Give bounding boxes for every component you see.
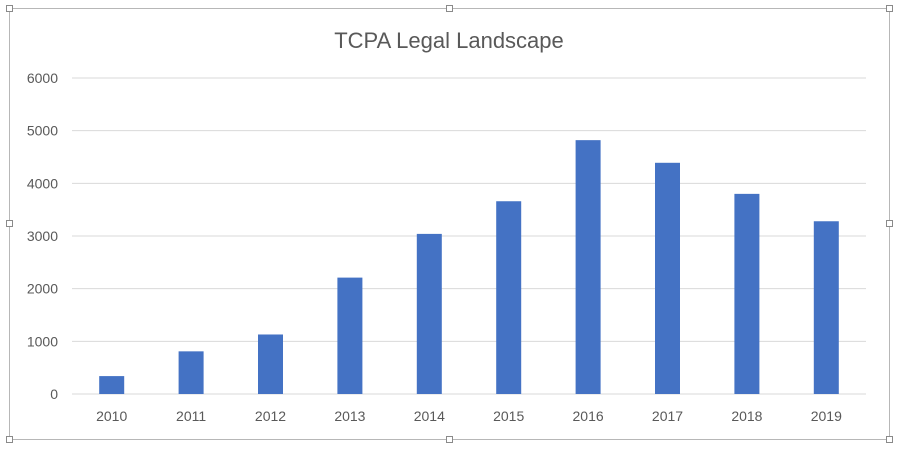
bar-2015[interactable]	[496, 201, 522, 394]
resize-handle-middle-left[interactable]	[6, 220, 13, 227]
resize-handle-bottom-left[interactable]	[6, 436, 13, 443]
y-tick-label: 1000	[27, 333, 58, 349]
resize-handle-top-middle[interactable]	[446, 5, 453, 12]
gridlines	[72, 77, 866, 395]
chart-title: TCPA Legal Landscape	[334, 28, 564, 53]
bar-2012[interactable]	[258, 334, 283, 394]
bar-2010[interactable]	[99, 376, 125, 394]
x-tick-label: 2010	[96, 408, 127, 424]
bar-2018[interactable]	[734, 193, 760, 394]
x-tick-label: 2012	[255, 408, 286, 424]
x-tick-label: 2011	[176, 408, 206, 424]
bar-2013[interactable]	[337, 277, 363, 394]
x-tick-label: 2014	[414, 408, 445, 424]
x-tick-label: 2015	[493, 408, 524, 424]
y-tick-label: 2000	[27, 281, 58, 297]
y-tick-label: 3000	[27, 228, 58, 244]
bar-2011[interactable]	[178, 351, 204, 394]
bar-2019[interactable]	[813, 221, 839, 394]
resize-handle-top-left[interactable]	[6, 5, 13, 12]
x-tick-label: 2017	[652, 408, 683, 424]
resize-handle-bottom-right[interactable]	[886, 436, 893, 443]
x-tick-label: 2018	[731, 408, 762, 424]
x-tick-label: 2019	[811, 408, 842, 424]
bars	[99, 140, 839, 394]
y-tick-label: 6000	[27, 70, 58, 86]
x-tick-label: 2013	[334, 408, 365, 424]
bar-2017[interactable]	[655, 162, 680, 394]
y-axis-ticks: 0 1000 2000 3000 4000 5000 6000	[27, 70, 58, 402]
y-tick-label: 0	[50, 386, 58, 402]
resize-handle-top-right[interactable]	[886, 5, 893, 12]
y-tick-label: 5000	[27, 123, 58, 139]
bar-2016[interactable]	[575, 140, 601, 394]
y-tick-label: 4000	[27, 175, 58, 191]
resize-handle-bottom-middle[interactable]	[446, 436, 453, 443]
x-tick-label: 2016	[573, 408, 604, 424]
resize-handle-middle-right[interactable]	[886, 220, 893, 227]
bar-2014[interactable]	[416, 233, 442, 394]
x-axis-ticks: 2010 2011 2012 2013 2014 2015 2016 2017 2018 2019	[96, 408, 842, 424]
